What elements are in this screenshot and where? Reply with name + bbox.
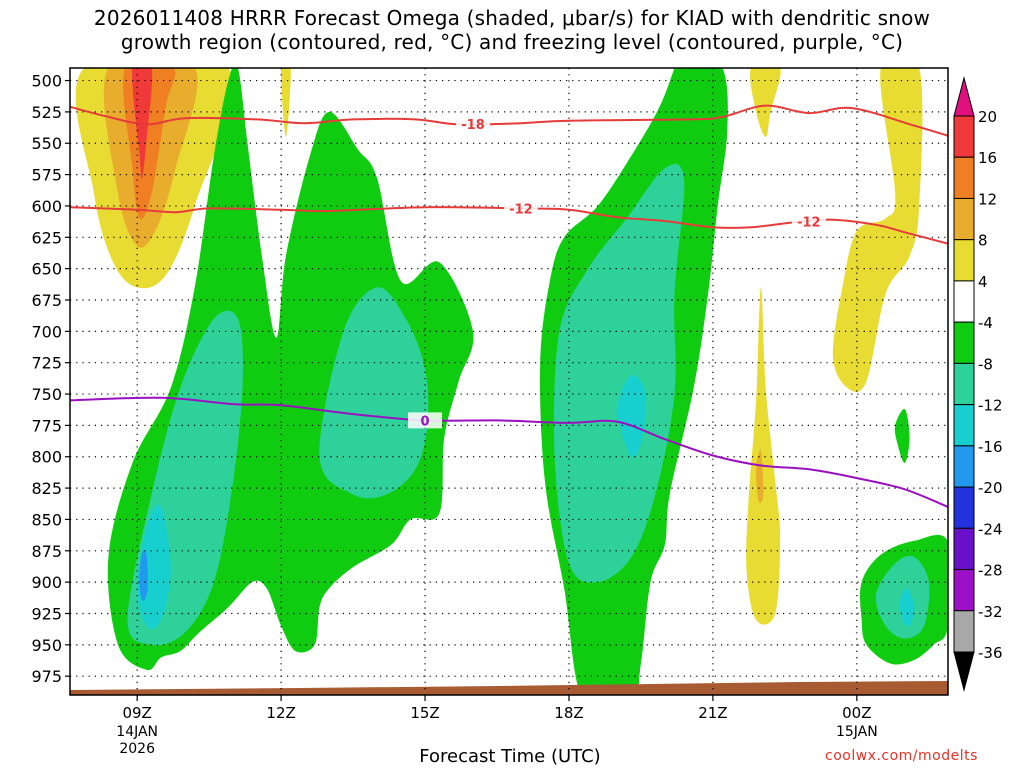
- contour-2: [70, 396, 948, 508]
- xtick-sub-00Z-0: 15JAN: [836, 724, 878, 740]
- contour-label-bg-2-0: [408, 412, 443, 429]
- colorbar-label-1: 16: [978, 149, 997, 167]
- ytick-label-775: 775: [31, 416, 62, 435]
- omega-region-9: [553, 164, 685, 583]
- xtick-sub-09Z-1: 2026: [119, 741, 155, 757]
- ytick-label-675: 675: [31, 291, 62, 310]
- colorbar-segment-6: [953, 321, 975, 364]
- omega-region-11: [137, 504, 171, 629]
- contour-label-2-0: 0: [421, 414, 430, 429]
- contour-label-bg-1-0: [503, 200, 538, 217]
- xtick-label-09Z: 09Z: [122, 704, 151, 722]
- omega-shading: [75, 68, 948, 695]
- colorbar-segment-3: [953, 197, 975, 241]
- contour-lines: -18 -12 -12 0: [70, 104, 948, 508]
- colorbar-bottom-arrow: [953, 651, 975, 692]
- contour-label-bg-1-1: [791, 213, 826, 230]
- colorbar-top-arrow: [953, 76, 975, 117]
- colorbar-segment-1: [953, 115, 975, 158]
- grid-lines: [70, 68, 948, 695]
- omega-region-18: [756, 449, 764, 503]
- colorbar: 20 16 12 8 4 -4 -8 -12 -16 -20 -24 -28 -32 -36: [953, 76, 1003, 692]
- colorbar-segment-7: [953, 362, 975, 406]
- ytick-label-725: 725: [31, 354, 62, 373]
- ytick-label-600: 600: [31, 197, 62, 216]
- plot-frame: [69, 67, 949, 696]
- omega-region-13: [899, 588, 915, 627]
- colorbar-segment-2: [953, 156, 975, 199]
- ytick-label-500: 500: [31, 72, 62, 91]
- colorbar-label-0: 20: [978, 108, 997, 126]
- omega-region-17: [746, 287, 781, 625]
- x-axis-title: Forecast Time (UTC): [419, 746, 601, 767]
- ytick-label-800: 800: [31, 448, 62, 467]
- colorbar-segment-8: [953, 404, 975, 447]
- contour-label-0-0: -18: [461, 118, 485, 133]
- omega-region-16: [750, 68, 781, 137]
- ytick-label-900: 900: [31, 573, 62, 592]
- xtick-label-12Z: 12Z: [266, 704, 295, 722]
- omega-region-12: [616, 374, 647, 458]
- credit-link[interactable]: coolwx.com/modelts: [825, 748, 978, 764]
- colorbar-label-13: -36: [978, 644, 1003, 662]
- colorbar-segment-12: [953, 569, 975, 612]
- colorbar-label-8: -16: [978, 438, 1003, 456]
- xtick-label-21Z: 21Z: [698, 704, 727, 722]
- colorbar-label-2: 12: [978, 190, 997, 208]
- colorbar-label-12: -32: [978, 603, 1003, 621]
- ytick-label-950: 950: [31, 636, 62, 655]
- colorbar-label-9: -20: [978, 479, 1003, 497]
- colorbar-label-10: -24: [978, 520, 1003, 538]
- ytick-label-625: 625: [31, 228, 62, 247]
- colorbar-label-11: -28: [978, 562, 1003, 580]
- ytick-label-975: 975: [31, 667, 62, 686]
- omega-region-14: [139, 550, 148, 601]
- xtick-label-18Z: 18Z: [554, 704, 583, 722]
- contour-label-bg-0-0: [456, 116, 491, 133]
- contour-1: [70, 206, 948, 245]
- omega-region-19: [832, 68, 923, 393]
- chart-title-line-1: 2026011408 HRRR Forecast Omega (shaded, …: [93, 6, 931, 30]
- colorbar-segment-4: [953, 239, 975, 282]
- colorbar-label-5: -4: [978, 314, 993, 332]
- colorbar-segment-10: [953, 486, 975, 529]
- colorbar-label-7: -12: [978, 397, 1003, 415]
- ytick-label-575: 575: [31, 166, 62, 185]
- colorbar-label-3: 8: [978, 232, 988, 250]
- contour-label-1-1: -12: [797, 215, 821, 230]
- contour-0: [70, 104, 948, 137]
- ytick-label-525: 525: [31, 103, 62, 122]
- ytick-label-750: 750: [31, 385, 62, 404]
- ytick-label-550: 550: [31, 134, 62, 153]
- contour-label-1-0: -12: [509, 202, 533, 217]
- omega-region-20: [894, 408, 910, 464]
- omega-region-8: [319, 287, 429, 499]
- colorbar-segment-5: [953, 280, 975, 323]
- ytick-label-650: 650: [31, 260, 62, 279]
- ytick-label-700: 700: [31, 322, 62, 341]
- colorbar-segment-13: [953, 610, 975, 653]
- omega-region-15: [281, 68, 291, 137]
- ground-terrain: [70, 681, 948, 695]
- xtick-label-15Z: 15Z: [410, 704, 439, 722]
- colorbar-segment-9: [953, 445, 975, 488]
- colorbar-segment-11: [953, 527, 975, 571]
- chart-title-line-2: growth region (contoured, red, °C) and f…: [120, 30, 904, 54]
- y-axis-ticks: 500 525 550 575 600 625 650 675 700 725 750 775 800 8…: [31, 72, 70, 686]
- ytick-label-925: 925: [31, 604, 62, 623]
- xtick-label-00Z: 00Z: [842, 704, 871, 722]
- ytick-label-850: 850: [31, 510, 62, 529]
- xtick-sub-09Z-0: 14JAN: [116, 724, 158, 740]
- colorbar-label-4: 4: [978, 273, 988, 291]
- ytick-label-825: 825: [31, 479, 62, 498]
- colorbar-label-6: -8: [978, 355, 993, 373]
- ytick-label-875: 875: [31, 542, 62, 561]
